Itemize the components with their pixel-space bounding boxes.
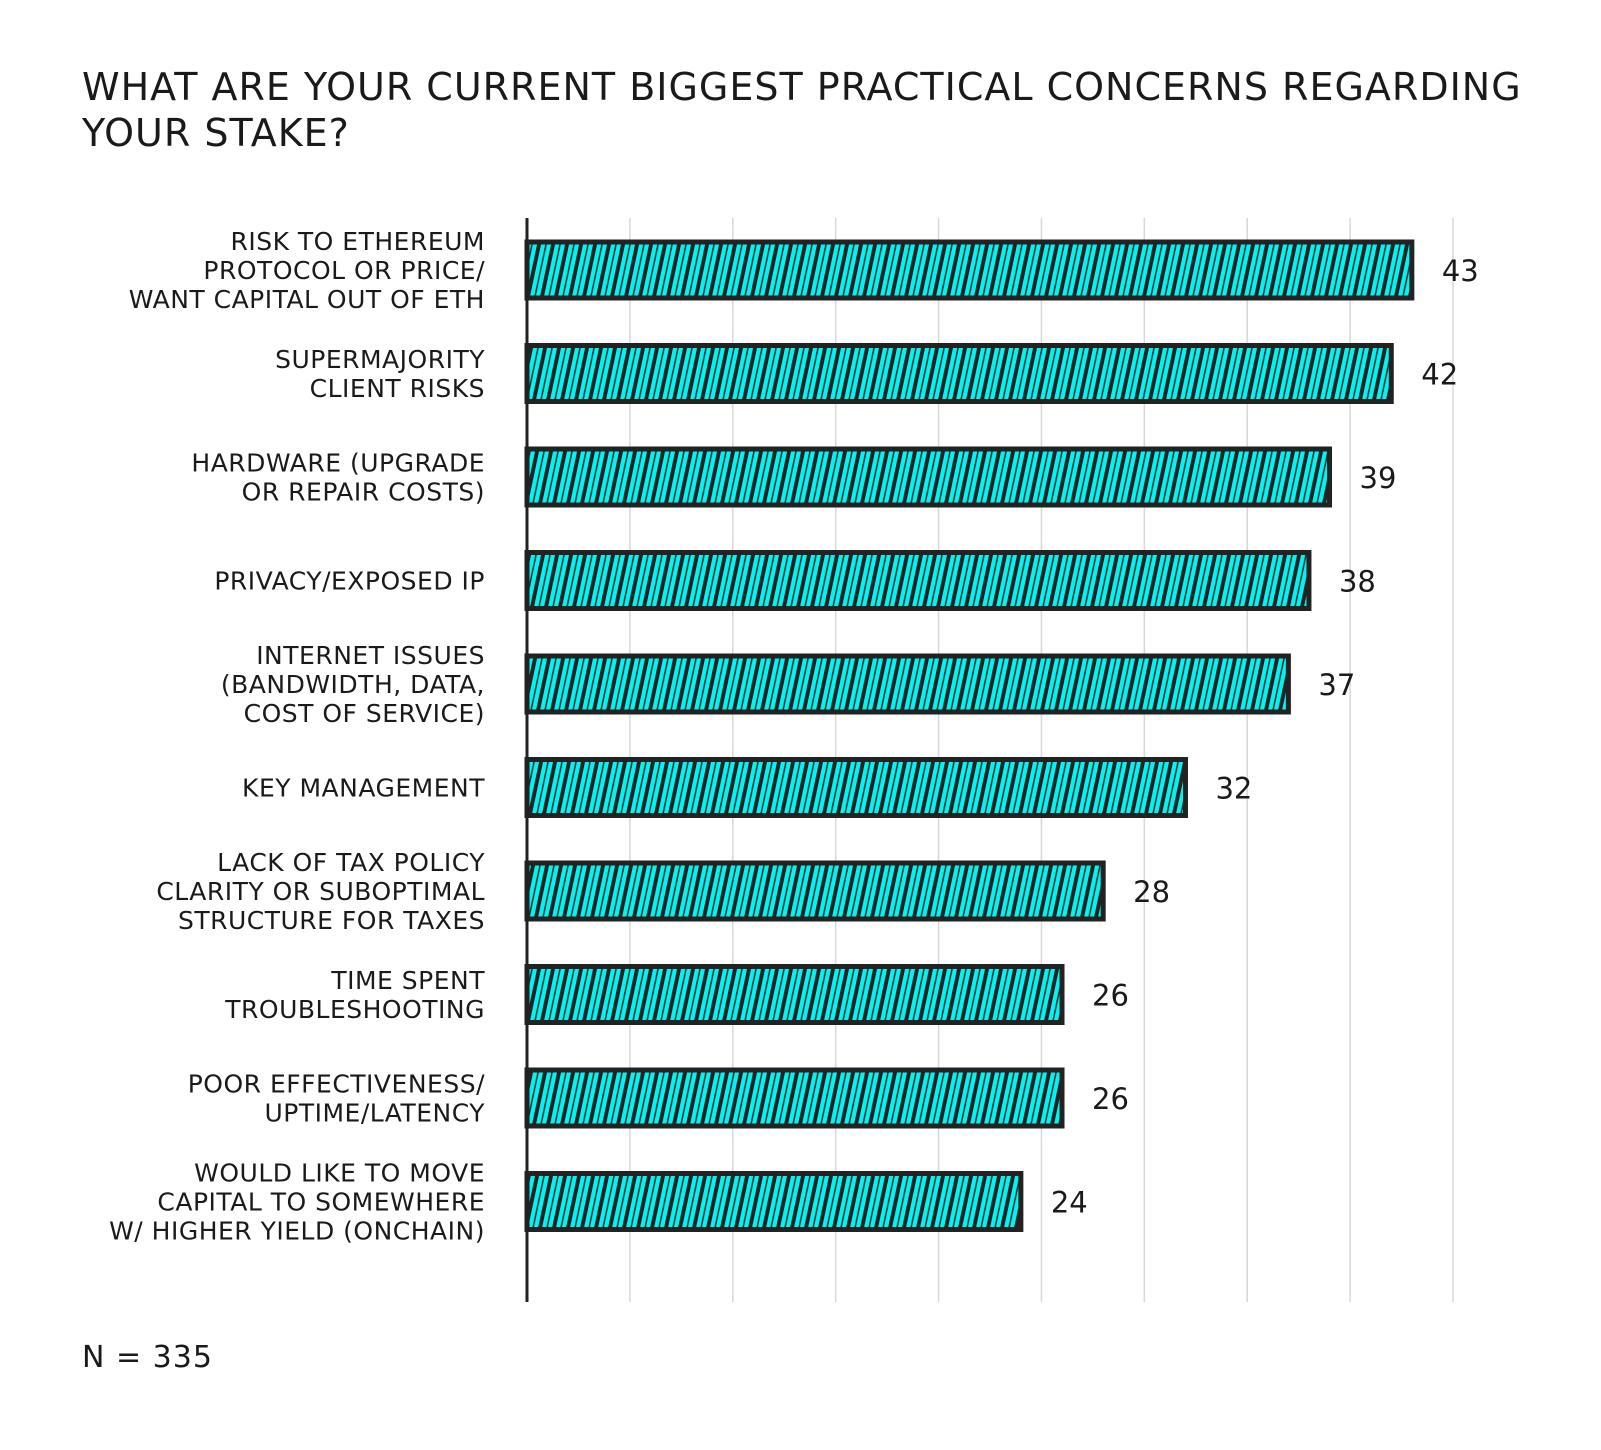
category-label: POOR EFFECTIVENESS/UPTIME/LATENCY: [188, 1070, 485, 1128]
category-label-line: WANT CAPITAL OUT OF ETH: [129, 285, 485, 314]
chart-title: WHAT ARE YOUR CURRENT BIGGEST PRACTICAL …: [82, 65, 1522, 155]
category-label-line: COST OF SERVICE): [244, 699, 485, 728]
category-label-line: CLARITY OR SUBOPTIMAL: [156, 877, 485, 906]
category-label-line: TROUBLESHOOTING: [224, 995, 485, 1024]
bar: [524, 860, 1106, 922]
value-labels: 43 42 39 38 37 32 28 26 26 24: [1051, 254, 1479, 1220]
category-label-line: W/ HIGHER YIELD (ONCHAIN): [109, 1217, 485, 1246]
category-label-line: (BANDWIDTH, DATA,: [221, 670, 485, 699]
sample-size-note: N = 335: [82, 1340, 213, 1375]
category-label-line: OR REPAIR COSTS): [242, 478, 485, 507]
value-label: 43: [1442, 254, 1479, 288]
bar: [524, 653, 1291, 715]
category-label-line: CLIENT RISKS: [310, 374, 485, 403]
value-label: 38: [1339, 565, 1376, 599]
category-label: SUPERMAJORITY CLIENT RISKS: [275, 345, 485, 403]
bar: [524, 1067, 1065, 1129]
category-label: INTERNET ISSUES (BANDWIDTH, DATA, COST OF …: [221, 641, 485, 728]
category-label-line: CAPITAL TO SOMEWHERE: [157, 1188, 485, 1217]
value-label: 37: [1318, 668, 1355, 702]
category-label-line: HARDWARE (UPGRADE: [191, 449, 485, 478]
value-label: 28: [1133, 875, 1170, 909]
bar: [524, 446, 1333, 508]
category-label: KEY MANAGEMENT: [242, 774, 485, 803]
category-label-line: WOULD LIKE TO MOVE: [194, 1159, 485, 1188]
bar: [524, 964, 1065, 1025]
bar: [524, 343, 1394, 404]
bar: [524, 239, 1415, 301]
category-label: WOULD LIKE TO MOVE CAPITAL TO SOMEWHERE W/…: [109, 1159, 485, 1246]
value-label: 26: [1092, 979, 1129, 1013]
bar: [524, 550, 1312, 611]
category-label-line: PROTOCOL OR PRICE/: [203, 256, 485, 285]
category-label-line: TIME SPENT: [330, 966, 485, 995]
category-label-line: PRIVACY/EXPOSED IP: [214, 567, 485, 596]
category-label: PRIVACY/EXPOSED IP: [214, 567, 485, 596]
category-label: RISK TO ETHEREUM PROTOCOL OR PRICE/WANT C…: [129, 227, 485, 314]
value-label: 42: [1421, 358, 1458, 392]
category-label-line: SUPERMAJORITY: [275, 345, 485, 374]
bar: [524, 1171, 1024, 1232]
category-label-line: KEY MANAGEMENT: [242, 774, 485, 803]
value-label: 26: [1092, 1082, 1129, 1116]
value-label: 39: [1360, 461, 1397, 495]
category-label-line: INTERNET ISSUES: [256, 641, 485, 670]
bars: [524, 239, 1415, 1232]
category-label: TIME SPENT TROUBLESHOOTING: [224, 966, 485, 1024]
category-label-line: POOR EFFECTIVENESS/: [188, 1070, 485, 1099]
category-label: LACK OF TAX POLICY CLARITY OR SUBOPTIMAL S…: [156, 848, 485, 935]
category-label-line: RISK TO ETHEREUM: [230, 227, 485, 256]
value-label: 24: [1051, 1186, 1088, 1220]
category-labels: RISK TO ETHEREUM PROTOCOL OR PRICE/WANT C…: [109, 227, 485, 1246]
category-label-line: UPTIME/LATENCY: [264, 1099, 485, 1128]
bar: [524, 757, 1188, 818]
category-label-line: LACK OF TAX POLICY: [217, 848, 485, 877]
category-label-line: STRUCTURE FOR TAXES: [178, 906, 485, 935]
value-label: 32: [1215, 772, 1252, 806]
category-label: HARDWARE (UPGRADE OR REPAIR COSTS): [191, 449, 485, 507]
